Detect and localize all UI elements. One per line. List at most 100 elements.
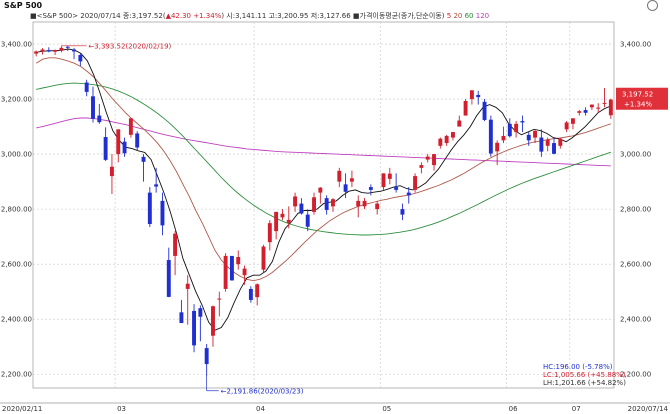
y-tick-label-left: 2,800.00: [1, 206, 32, 214]
candle-body: [59, 47, 64, 51]
y-tick-label-right: 2,600.00: [620, 261, 651, 269]
candle-body: [343, 184, 348, 192]
candle: [495, 140, 500, 166]
candle: [457, 115, 462, 127]
y-tick-label-right: 2,200.00: [620, 371, 651, 379]
close-label: 종:3,197.52(: [122, 12, 166, 20]
hc-label: HC:196.00 (-5.78%): [543, 363, 613, 371]
x-tick-label: 07: [572, 405, 581, 413]
candle: [406, 187, 411, 204]
candle: [109, 154, 114, 194]
candle-body: [274, 211, 279, 232]
candle: [368, 184, 373, 196]
candle-body: [97, 115, 102, 123]
candle-body: [526, 134, 531, 141]
candle: [596, 103, 601, 113]
candle: [274, 211, 279, 240]
candle-body: [46, 50, 51, 52]
candle-body: [596, 107, 601, 109]
change-value: ▲42.30 +1.34%: [165, 12, 222, 20]
candle: [469, 90, 474, 105]
chart-title: S&P 500: [4, 1, 43, 10]
candle: [337, 167, 342, 188]
candle: [34, 50, 39, 57]
candle: [236, 250, 241, 270]
candle: [261, 244, 266, 273]
candle: [204, 343, 209, 377]
candle-body: [589, 104, 594, 108]
candle: [160, 192, 165, 236]
candle-body: [84, 82, 89, 92]
candle: [135, 131, 140, 150]
candle: [166, 247, 171, 298]
last-price-box: [616, 87, 668, 110]
candle: [520, 115, 525, 133]
candle-body: [229, 255, 234, 281]
y-tick-label-right: 3,000.00: [620, 151, 651, 159]
candle: [331, 198, 335, 212]
candle: [413, 173, 418, 193]
candle-body: [539, 137, 544, 152]
y-tick-label-left: 3,000.00: [1, 151, 32, 159]
candle-body: [501, 135, 506, 141]
candle: [267, 220, 272, 251]
candle-body: [185, 283, 190, 289]
candle: [97, 104, 102, 124]
candle: [53, 49, 58, 56]
ma120-line: [36, 117, 611, 167]
candle-body: [78, 55, 83, 62]
candle-body: [280, 213, 285, 218]
candle-body: [173, 233, 178, 256]
candle-body: [242, 268, 247, 276]
info-line: ■<S&P 500> 2020/07/14 종:3,197.52(▲42.30 …: [30, 11, 489, 21]
candle: [173, 231, 178, 276]
candle: [128, 118, 133, 138]
candle: [211, 305, 215, 347]
x-tick-label: 2020/07/14: [628, 405, 669, 413]
candle-body: [141, 156, 146, 162]
candle-body: [457, 120, 462, 127]
candle-body: [318, 187, 323, 193]
close-suffix: ): [221, 12, 225, 20]
annotations: ←3,393.52(2020/02/19) ←2,191.86(2020/03/2…: [61, 42, 668, 395]
x-tick-label: 03: [117, 405, 126, 413]
candle: [78, 53, 83, 67]
candle-body: [128, 118, 133, 135]
ma60-legend: 60: [464, 12, 474, 20]
candle: [602, 88, 607, 108]
candle-body: [293, 196, 298, 207]
candle: [72, 47, 77, 60]
candle: [507, 118, 512, 138]
candle-body: [419, 165, 424, 168]
candle: [564, 121, 569, 133]
candle-body: [34, 51, 39, 54]
candle-body: [520, 121, 525, 123]
candle: [299, 198, 304, 215]
candle-body: [198, 308, 203, 317]
candle: [533, 129, 538, 144]
candles: [34, 45, 613, 377]
gear-icon[interactable]: [647, 0, 658, 11]
candle: [141, 154, 146, 182]
candle-body: [267, 223, 272, 243]
candle-body: [122, 141, 127, 154]
candle: [179, 299, 184, 324]
candle: [84, 79, 89, 97]
candle: [223, 253, 228, 292]
candle: [91, 86, 95, 123]
candle: [583, 107, 588, 116]
candle-body: [545, 139, 550, 146]
candle-body: [211, 306, 215, 336]
candle-body: [387, 173, 392, 179]
candle: [312, 192, 316, 215]
candle-body: [577, 111, 582, 113]
candle-body: [356, 200, 361, 207]
candle: [451, 132, 455, 141]
candle-body: [495, 142, 500, 152]
candle-body: [570, 118, 575, 124]
candle: [608, 98, 613, 119]
candle: [324, 195, 329, 215]
candle-body: [583, 110, 588, 113]
candle: [488, 115, 493, 157]
